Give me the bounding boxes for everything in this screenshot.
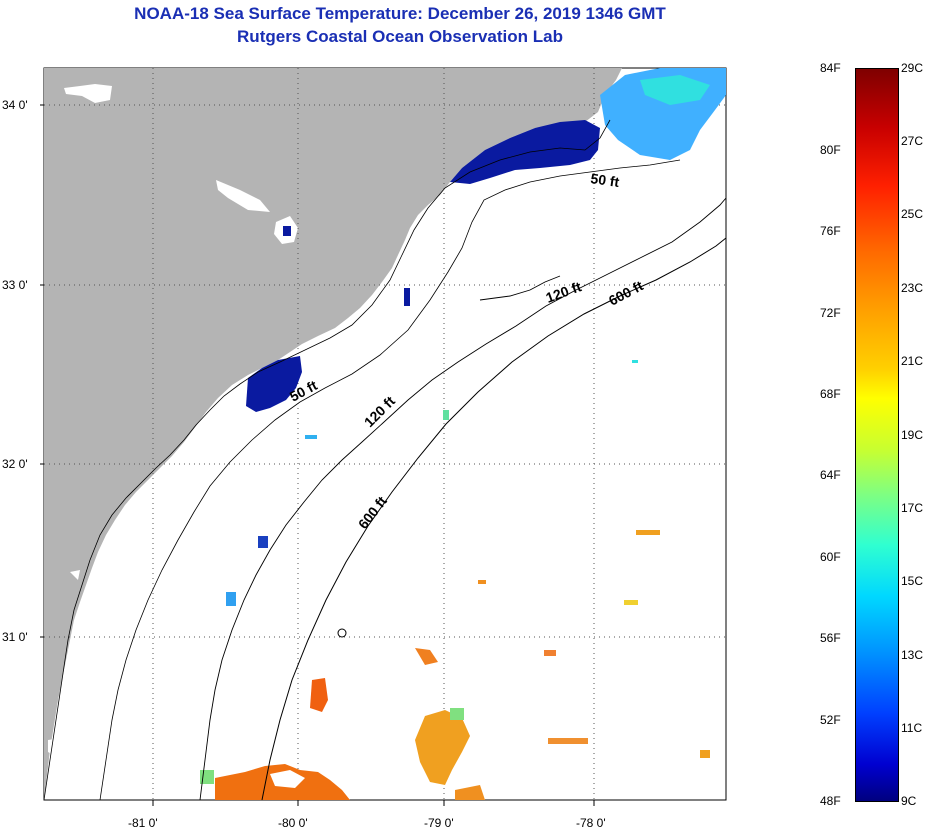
colorbar-f-84: 84F	[820, 61, 841, 75]
sst-warm-patches	[200, 530, 710, 800]
colorbar-f-56: 56F	[820, 631, 841, 645]
colorbar-c-19: 19C	[901, 428, 924, 442]
sst-cold-south	[226, 288, 638, 606]
lon-label-79: -79 0'	[424, 816, 454, 830]
map-subtitle: Rutgers Coastal Ocean Observation Lab	[237, 27, 563, 46]
temperature-colorbar	[855, 68, 899, 802]
colorbar-f-76: 76F	[820, 224, 841, 238]
colorbar-c-29: 29C	[901, 61, 924, 75]
lat-label-34: 34 0'	[2, 98, 28, 112]
lon-label-78: -78 0'	[576, 816, 606, 830]
colorbar-f-52: 52F	[820, 713, 841, 727]
contour-120ft	[199, 197, 727, 801]
colorbar-c-13: 13C	[901, 648, 924, 662]
lon-label-81: -81 0'	[128, 816, 158, 830]
lon-label-80: -80 0'	[278, 816, 308, 830]
colorbar-f-68: 68F	[820, 387, 841, 401]
colorbar-c-9: 9C	[901, 794, 917, 808]
colorbar-c-17: 17C	[901, 501, 924, 515]
colorbar-c-23: 23C	[901, 281, 924, 295]
map-title: NOAA-18 Sea Surface Temperature: Decembe…	[134, 4, 666, 23]
colorbar-f-48: 48F	[820, 794, 841, 808]
colorbar-f-64: 64F	[820, 468, 841, 482]
graticule	[44, 68, 726, 800]
colorbar-c-21: 21C	[901, 354, 924, 368]
sst-cold-north	[450, 68, 726, 184]
land-area	[44, 68, 622, 800]
colorbar-f-72: 72F	[820, 306, 841, 320]
contour-600ft	[261, 237, 727, 801]
colorbar-c-25: 25C	[901, 207, 924, 221]
colorbar-c-15: 15C	[901, 574, 924, 588]
lat-label-31: 31 0'	[2, 630, 28, 644]
colorbar-f-60: 60F	[820, 550, 841, 564]
colorbar-c-27: 27C	[901, 134, 924, 148]
colorbar-f-80: 80F	[820, 143, 841, 157]
contour-label-50-north: 50 ft	[590, 170, 621, 190]
coastline	[43, 119, 681, 801]
lat-label-33: 33 0'	[2, 278, 28, 292]
lat-label-32: 32 0'	[2, 457, 28, 471]
colorbar-c-11: 11C	[901, 721, 923, 735]
